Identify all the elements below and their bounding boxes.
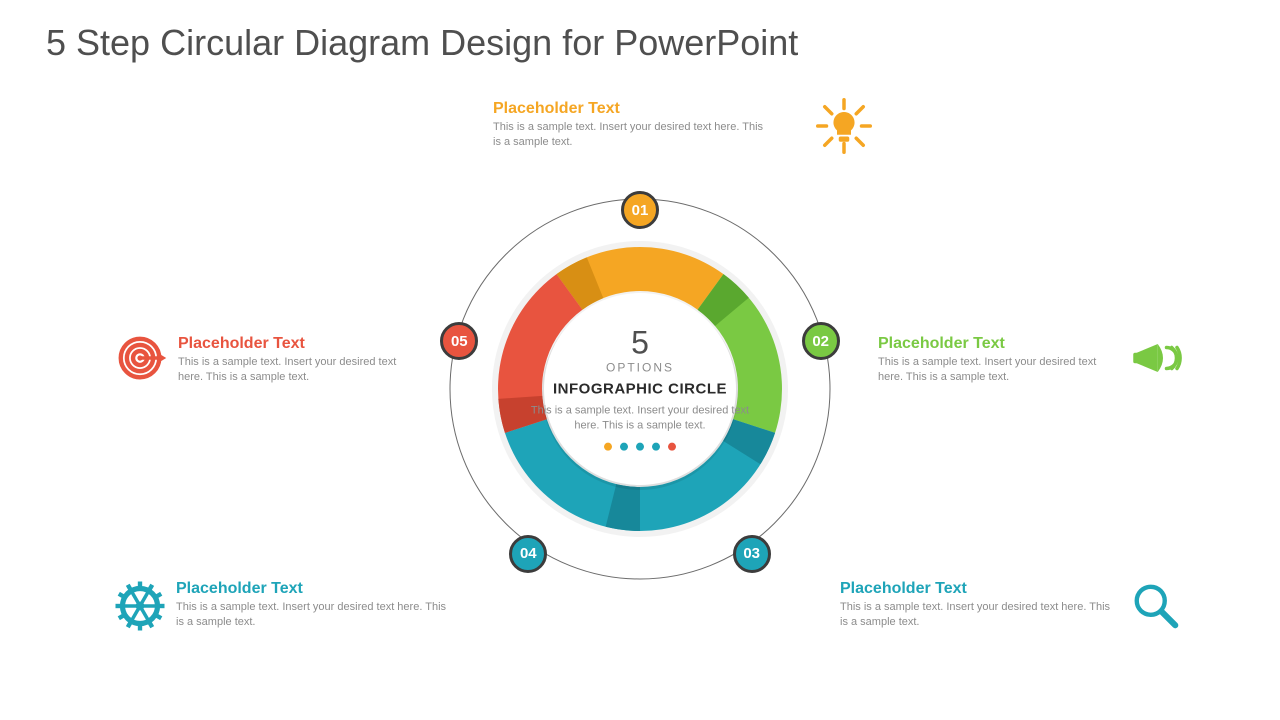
lightbulb-icon [816, 98, 872, 159]
center-dot [636, 443, 644, 451]
callout-desc: This is a sample text. Insert your desir… [176, 600, 456, 630]
target-icon [112, 330, 168, 391]
center-dot [668, 443, 676, 451]
callout-heading: Placeholder Text [176, 580, 456, 598]
center-block: 5 OPTIONS INFOGRAPHIC CIRCLE This is a s… [530, 326, 750, 451]
gear-icon [112, 578, 168, 639]
center-dot [652, 443, 660, 451]
step-badge-03: 03 [733, 535, 771, 573]
step-badge-04: 04 [509, 535, 547, 573]
center-number: 5 [530, 326, 750, 358]
callout-heading: Placeholder Text [493, 100, 773, 118]
step-badge-01: 01 [621, 191, 659, 229]
callout-desc: This is a sample text. Insert your desir… [493, 120, 773, 150]
callout-02: Placeholder Text This is a sample text. I… [878, 335, 1108, 385]
callout-05: Placeholder Text This is a sample text. I… [178, 335, 408, 385]
center-title: INFOGRAPHIC CIRCLE [530, 380, 750, 397]
center-dot [620, 443, 628, 451]
callout-heading: Placeholder Text [878, 335, 1108, 353]
callout-03: Placeholder Text This is a sample text. I… [840, 580, 1120, 630]
magnifier-icon [1128, 578, 1184, 639]
callout-01: Placeholder Text This is a sample text. I… [493, 100, 773, 150]
callout-heading: Placeholder Text [840, 580, 1120, 598]
megaphone-icon [1128, 330, 1184, 391]
center-dot [604, 443, 612, 451]
center-desc: This is a sample text. Insert your desir… [530, 403, 750, 433]
step-badge-02: 02 [802, 322, 840, 360]
callout-desc: This is a sample text. Insert your desir… [178, 355, 408, 385]
circular-diagram: 5 OPTIONS INFOGRAPHIC CIRCLE This is a s… [430, 179, 850, 599]
page-title: 5 Step Circular Diagram Design for Power… [46, 22, 798, 64]
center-options-label: OPTIONS [530, 360, 750, 374]
callout-desc: This is a sample text. Insert your desir… [878, 355, 1108, 385]
callout-04: Placeholder Text This is a sample text. I… [176, 580, 456, 630]
callout-desc: This is a sample text. Insert your desir… [840, 600, 1120, 630]
callout-heading: Placeholder Text [178, 335, 408, 353]
center-dots [530, 443, 750, 451]
